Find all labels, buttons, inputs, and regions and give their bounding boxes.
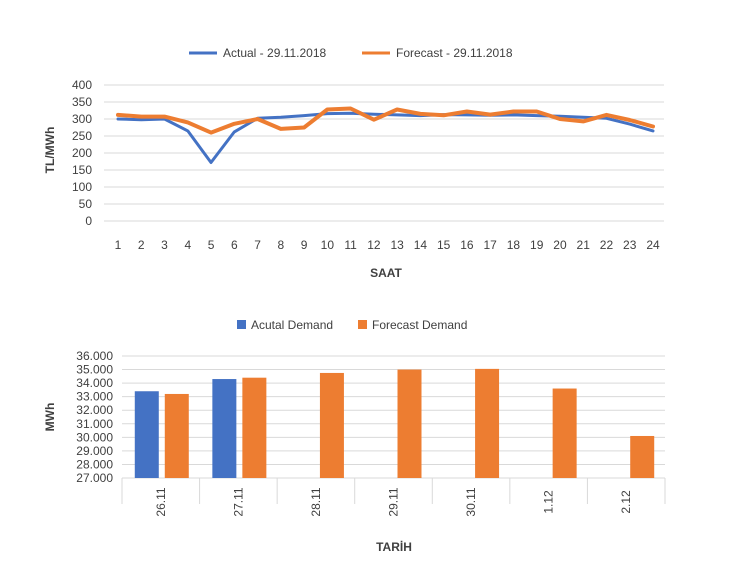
x-tick-label: 15 bbox=[437, 238, 451, 252]
x-tick-label: 29.11 bbox=[387, 487, 401, 516]
x-tick-label: 26.11 bbox=[154, 487, 168, 516]
x-tick-label: 5 bbox=[208, 238, 215, 252]
legend-swatch bbox=[358, 320, 367, 329]
grid bbox=[121, 355, 666, 504]
y-tick-label: 27.000 bbox=[76, 471, 113, 485]
x-tick-label: 8 bbox=[277, 238, 284, 252]
y-tick-labels: 27.00028.00029.00030.00031.00032.00033.0… bbox=[76, 349, 113, 485]
x-tick-labels: 26.11 27.11 28.11 29.11 30.11 1.12 2.12 bbox=[154, 487, 633, 516]
x-tick-label: 17 bbox=[483, 238, 497, 252]
grid bbox=[104, 84, 664, 222]
forecast-demand-bar bbox=[630, 435, 655, 478]
y-tick-label: 31.000 bbox=[76, 417, 113, 431]
x-tick-label: 13 bbox=[390, 238, 404, 252]
x-tick-label: 20 bbox=[553, 238, 567, 252]
x-tick-labels: 1 2 3 4 5 6 7 8 9 10 11 12 13 14 15 16 17 18 19 20 21 22 23 24 bbox=[115, 238, 660, 252]
x-tick-label: 10 bbox=[321, 238, 335, 252]
x-tick-label: 2 bbox=[138, 238, 145, 252]
legend-label: Forecast Demand bbox=[372, 318, 467, 332]
y-tick-label: 200 bbox=[72, 146, 92, 160]
legend-swatch bbox=[237, 320, 246, 329]
legend-label: Acutal Demand bbox=[251, 318, 333, 332]
bars bbox=[134, 368, 655, 478]
x-tick-label: 14 bbox=[414, 238, 428, 252]
forecast-demand-bar bbox=[242, 377, 267, 478]
x-tick-label: 21 bbox=[577, 238, 591, 252]
x-tick-label: 16 bbox=[460, 238, 474, 252]
y-tick-label: 300 bbox=[72, 112, 92, 126]
x-tick-label: 30.11 bbox=[464, 487, 478, 516]
y-tick-label: 36.000 bbox=[76, 349, 113, 363]
x-tick-label: 19 bbox=[530, 238, 544, 252]
y-tick-label: 150 bbox=[72, 163, 92, 177]
y-tick-label: 100 bbox=[72, 180, 92, 194]
x-tick-label: 6 bbox=[231, 238, 238, 252]
y-tick-label: 33.000 bbox=[76, 390, 113, 404]
y-tick-label: 50 bbox=[79, 197, 93, 211]
x-axis-title: TARİH bbox=[376, 539, 412, 554]
actual-demand-bar bbox=[134, 391, 159, 478]
y-tick-label: 0 bbox=[85, 214, 92, 228]
y-tick-label: 32.000 bbox=[76, 403, 113, 417]
y-tick-label: 29.000 bbox=[76, 444, 113, 458]
x-tick-label: 2.12 bbox=[619, 490, 633, 514]
actual-demand-bar bbox=[212, 379, 237, 478]
y-axis-title: MWh bbox=[43, 403, 57, 432]
y-tick-label: 35.000 bbox=[76, 363, 113, 377]
y-tick-label: 30.000 bbox=[76, 430, 113, 444]
x-tick-label: 27.11 bbox=[231, 487, 245, 516]
price-line-chart: Actual - 29.11.2018 Forecast - 29.11.2018… bbox=[43, 46, 664, 280]
x-axis-title: SAAT bbox=[370, 266, 402, 280]
forecast-demand-bar bbox=[397, 369, 422, 478]
y-tick-labels: 0 50 100 150 200 250 300 350 400 bbox=[72, 78, 92, 228]
x-tick-label: 7 bbox=[254, 238, 261, 252]
y-tick-label: 250 bbox=[72, 129, 92, 143]
x-tick-label: 22 bbox=[600, 238, 614, 252]
series-line-forecast bbox=[116, 106, 655, 135]
legend: Actual - 29.11.2018 Forecast - 29.11.2018 bbox=[189, 46, 513, 60]
y-tick-label: 28.000 bbox=[76, 457, 113, 471]
x-tick-label: 1.12 bbox=[542, 490, 556, 514]
x-tick-label: 3 bbox=[161, 238, 168, 252]
legend-label: Forecast - 29.11.2018 bbox=[396, 46, 513, 60]
x-tick-label: 28.11 bbox=[309, 487, 323, 516]
legend: Acutal Demand Forecast Demand bbox=[237, 318, 467, 332]
forecast-demand-bar bbox=[475, 368, 500, 478]
x-tick-label: 9 bbox=[301, 238, 308, 252]
x-tick-label: 18 bbox=[507, 238, 521, 252]
series-lines bbox=[116, 106, 655, 164]
forecast-demand-bar bbox=[319, 372, 344, 478]
x-tick-label: 23 bbox=[623, 238, 637, 252]
forecast-demand-bar bbox=[164, 393, 189, 478]
y-tick-label: 350 bbox=[72, 95, 92, 109]
y-tick-label: 400 bbox=[72, 78, 92, 92]
x-tick-label: 1 bbox=[115, 238, 122, 252]
y-axis-title: TL/MWh bbox=[43, 127, 57, 174]
x-tick-label: 4 bbox=[184, 238, 191, 252]
x-tick-label: 11 bbox=[344, 238, 357, 252]
x-tick-label: 24 bbox=[646, 238, 660, 252]
forecast-demand-bar bbox=[552, 388, 577, 478]
x-tick-label: 12 bbox=[367, 238, 381, 252]
demand-bar-chart: Acutal Demand Forecast Demand 27.00028.00… bbox=[43, 318, 666, 554]
legend-label: Actual - 29.11.2018 bbox=[223, 46, 327, 60]
y-tick-label: 34.000 bbox=[76, 376, 113, 390]
